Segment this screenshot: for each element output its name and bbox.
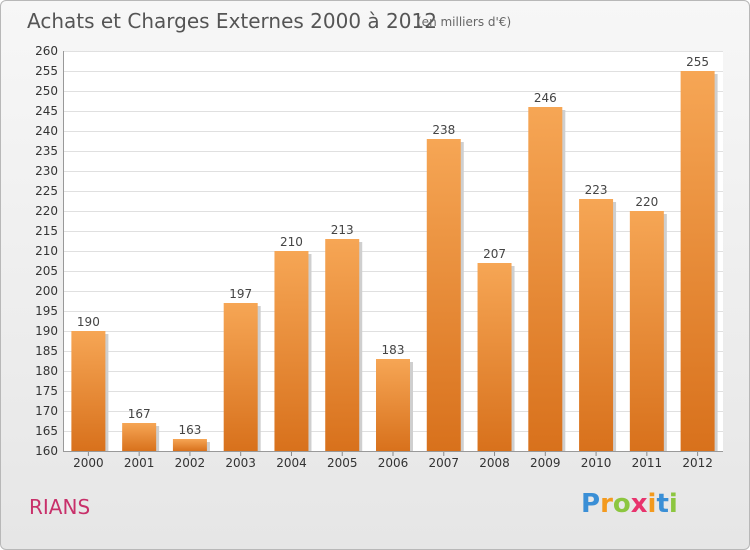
- y-tick-label: 225: [35, 184, 58, 198]
- y-tick-label: 175: [35, 384, 58, 398]
- y-tick-label: 185: [35, 344, 58, 358]
- logo-letter: o: [612, 489, 631, 519]
- bar-value-label: 246: [534, 91, 557, 105]
- x-tick-label: 2009: [530, 456, 561, 470]
- bar: [629, 211, 664, 451]
- y-tick-label: 165: [35, 424, 58, 438]
- bar-value-label: 213: [331, 223, 354, 237]
- bar-value-label: 238: [432, 123, 455, 137]
- y-tick-label: 190: [35, 324, 58, 338]
- y-tick-label: 210: [35, 244, 58, 258]
- logo-letter: r: [600, 489, 613, 519]
- x-tick-label: 2005: [327, 456, 358, 470]
- bar: [579, 199, 614, 451]
- bar-value-label: 220: [635, 195, 658, 209]
- y-tick-label: 255: [35, 64, 58, 78]
- y-tick-label: 230: [35, 164, 58, 178]
- chart-subtitle: (en milliers d'€): [417, 15, 511, 29]
- bar: [172, 439, 207, 451]
- proxiti-logo: Proxiti: [581, 489, 678, 519]
- bar: [680, 71, 715, 451]
- chart-title: Achats et Charges Externes 2000 à 2012: [27, 9, 437, 33]
- bar-value-label: 167: [128, 407, 151, 421]
- bar: [528, 107, 563, 451]
- bar-value-label: 190: [77, 315, 100, 329]
- bars: 190 167 163 197 210 213 183 238 207 246 223 220 255: [71, 55, 718, 451]
- y-tick-label: 250: [35, 84, 58, 98]
- y-tick-label: 180: [35, 364, 58, 378]
- bar-value-label: 207: [483, 247, 506, 261]
- x-tick-label: 2004: [276, 456, 307, 470]
- x-tick-label: 2001: [124, 456, 155, 470]
- bar: [223, 303, 258, 451]
- logo-letter: P: [581, 489, 601, 519]
- bar-value-label: 197: [229, 287, 252, 301]
- bar-value-label: 183: [382, 343, 405, 357]
- logo-letter: x: [630, 489, 648, 519]
- bar: [122, 423, 157, 451]
- bar: [274, 251, 309, 451]
- place-name: RIANS: [29, 495, 91, 519]
- y-tick-label: 200: [35, 284, 58, 298]
- y-axis-ticks: 160 165 170 175 180 185 190 195 200 205 210 215 220 2…: [35, 44, 58, 458]
- x-tick-label: 2006: [378, 456, 409, 470]
- x-tick-label: 2007: [428, 456, 459, 470]
- bar-value-label: 163: [178, 423, 201, 437]
- y-tick-label: 205: [35, 264, 58, 278]
- x-tick-label: 2011: [632, 456, 663, 470]
- axes: [63, 51, 723, 452]
- logo-letter: i: [668, 489, 678, 519]
- x-tick-label: 2008: [479, 456, 510, 470]
- y-tick-label: 170: [35, 404, 58, 418]
- bar: [71, 331, 106, 451]
- x-tick-label: 2012: [682, 456, 713, 470]
- bar: [376, 359, 410, 451]
- logo-letter: t: [656, 489, 669, 519]
- bar-value-label: 223: [585, 183, 608, 197]
- bar: [426, 139, 461, 451]
- bar: [477, 263, 512, 451]
- y-tick-label: 260: [35, 44, 58, 58]
- y-tick-label: 235: [35, 144, 58, 158]
- logo-letter: i: [647, 489, 657, 519]
- x-tick-label: 2010: [581, 456, 612, 470]
- x-tick-label: 2000: [73, 456, 104, 470]
- x-axis-ticks: 2000 2001 2002 2003 2004 2005 2006 2007 2008 2009…: [73, 451, 713, 470]
- y-tick-label: 160: [35, 444, 58, 458]
- y-tick-label: 220: [35, 204, 58, 218]
- y-tick-label: 240: [35, 124, 58, 138]
- bar-value-label: 255: [686, 55, 709, 69]
- y-tick-label: 245: [35, 104, 58, 118]
- y-tick-label: 195: [35, 304, 58, 318]
- bar: [325, 239, 360, 451]
- x-tick-label: 2002: [175, 456, 206, 470]
- bar-value-label: 210: [280, 235, 303, 249]
- x-tick-label: 2003: [225, 456, 256, 470]
- y-tick-label: 215: [35, 224, 58, 238]
